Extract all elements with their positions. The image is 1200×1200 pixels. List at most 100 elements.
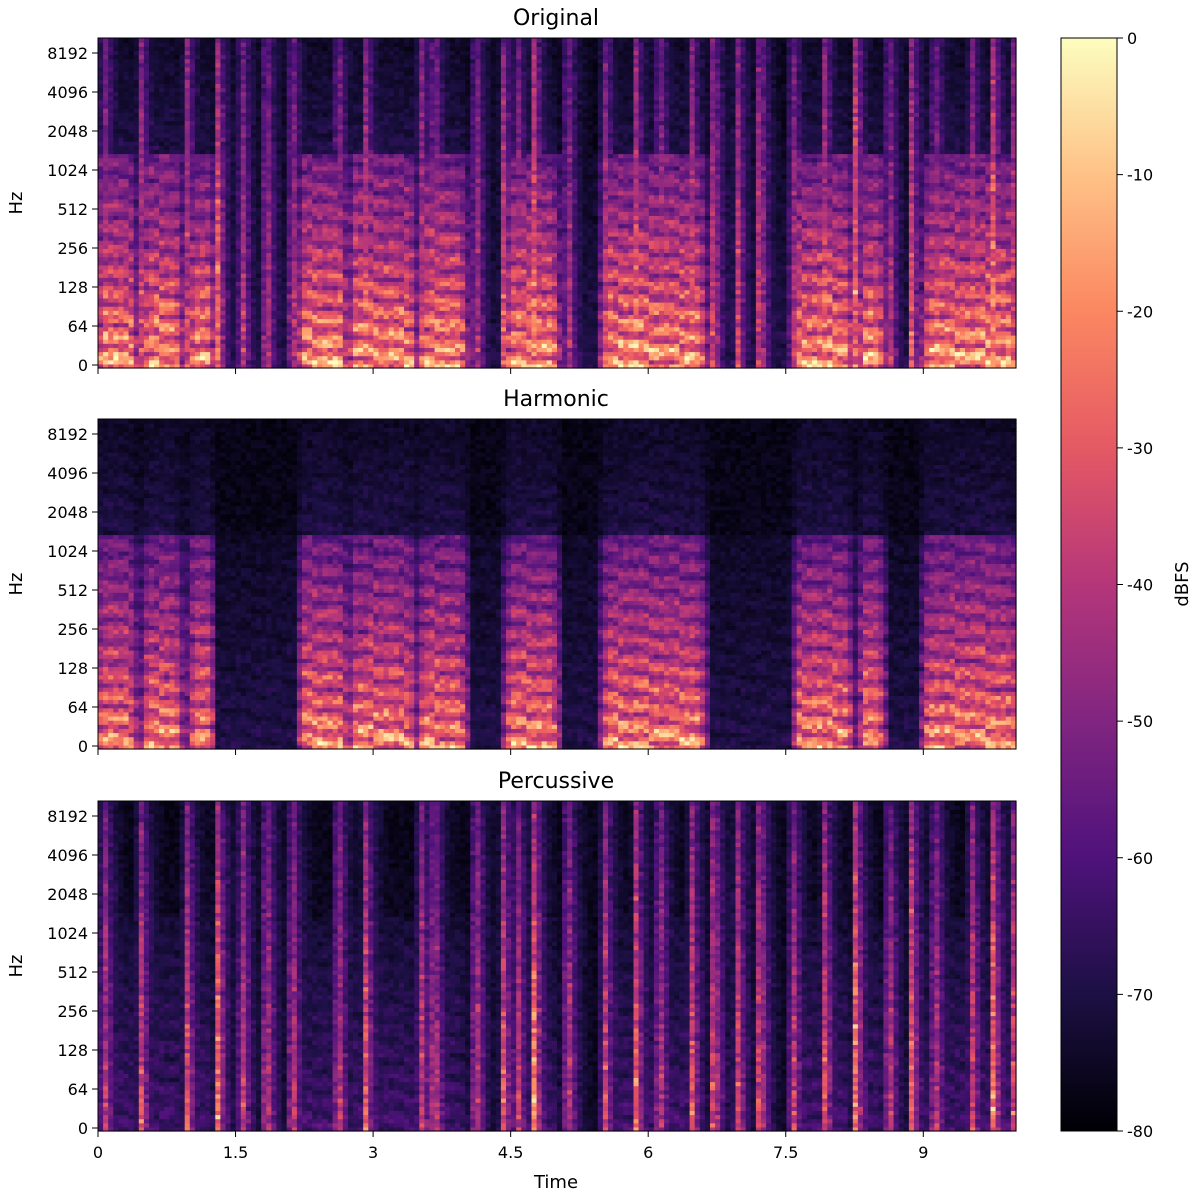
heatmap-cell	[281, 116, 288, 122]
heatmap-cell	[317, 190, 323, 196]
heatmap-cell	[307, 330, 313, 336]
heatmap-cell	[271, 141, 278, 146]
heatmap-cell	[174, 46, 181, 51]
heatmap-cell	[205, 203, 211, 208]
heatmap-cell	[220, 289, 227, 295]
heatmap-cell	[113, 347, 119, 353]
heatmap-cell	[378, 157, 385, 163]
heatmap-cell	[286, 157, 293, 163]
heatmap-cell	[342, 318, 349, 324]
heatmap-cell	[200, 302, 206, 307]
heatmap-cell	[388, 322, 395, 328]
heatmap-cell	[235, 318, 242, 324]
heatmap-cell	[164, 62, 170, 68]
heatmap-cell	[98, 363, 104, 369]
heatmap-cell	[327, 112, 334, 117]
heatmap-cell	[347, 153, 354, 159]
heatmap-cell	[261, 161, 267, 167]
heatmap-cell	[363, 62, 369, 68]
heatmap-cell	[225, 314, 232, 320]
heatmap-cell	[138, 104, 145, 109]
heatmap-cell	[169, 343, 176, 348]
heatmap-cell	[235, 145, 242, 150]
heatmap-cell	[179, 293, 186, 299]
heatmap-cell	[281, 302, 288, 307]
heatmap-cell	[103, 124, 109, 130]
heatmap-cell	[393, 297, 400, 303]
heatmap-cell	[123, 207, 130, 212]
heatmap-cell	[266, 322, 272, 328]
heatmap-cell	[291, 71, 298, 76]
heatmap-cell	[215, 120, 221, 126]
heatmap-cell	[149, 252, 155, 258]
heatmap-cell	[205, 219, 211, 225]
heatmap-cell	[174, 174, 181, 179]
heatmap-cell	[138, 240, 145, 245]
heatmap-cell	[154, 190, 160, 196]
heatmap-cell	[169, 83, 176, 89]
heatmap-cell	[393, 203, 400, 208]
heatmap-cell	[205, 306, 211, 311]
heatmap-cell	[230, 240, 237, 245]
heatmap-cell	[353, 223, 359, 229]
heatmap-cell	[164, 256, 170, 262]
heatmap-cell	[373, 285, 380, 291]
heatmap-cell	[291, 289, 298, 295]
heatmap-cell	[123, 260, 130, 266]
heatmap-cell	[261, 46, 267, 51]
heatmap-cell	[240, 194, 247, 200]
heatmap-cell	[200, 330, 206, 336]
heatmap-cell	[378, 339, 385, 344]
heatmap-cell	[393, 273, 400, 278]
heatmap-cell	[200, 223, 206, 229]
heatmap-cell	[179, 124, 186, 130]
heatmap-cell	[261, 104, 267, 109]
heatmap-cell	[98, 137, 104, 142]
heatmap-cell	[332, 355, 339, 361]
heatmap-cell	[210, 38, 216, 43]
heatmap-cell	[108, 198, 114, 204]
heatmap-cell	[276, 240, 283, 245]
heatmap-cell	[149, 203, 155, 208]
heatmap-cell	[179, 83, 186, 89]
heatmap-cell	[194, 330, 201, 336]
heatmap-cell	[322, 335, 329, 340]
heatmap-cell	[373, 132, 380, 138]
heatmap-cell	[398, 198, 405, 204]
heatmap-cell	[174, 153, 181, 159]
heatmap-cell	[220, 248, 227, 254]
heatmap-cell	[337, 104, 344, 109]
heatmap-cell	[230, 153, 237, 159]
heatmap-cell	[113, 285, 119, 291]
heatmap-cell	[235, 347, 242, 353]
heatmap-cell	[210, 66, 216, 72]
heatmap-cell	[271, 363, 278, 369]
heatmap-cell	[174, 339, 181, 344]
heatmap-cell	[378, 335, 385, 340]
heatmap-cell	[98, 240, 104, 245]
heatmap-cell	[317, 174, 323, 179]
heatmap-cell	[266, 198, 272, 204]
heatmap-cell	[113, 124, 119, 130]
heatmap-cell	[235, 170, 242, 175]
heatmap-cell	[159, 211, 165, 216]
heatmap-cell	[317, 355, 323, 361]
heatmap-cell	[307, 116, 313, 122]
heatmap-cell	[302, 75, 308, 80]
heatmap-cell	[388, 339, 395, 344]
heatmap-cell	[332, 62, 339, 68]
heatmap-cell	[404, 50, 410, 56]
heatmap-cell	[230, 302, 237, 307]
heatmap-cell	[133, 75, 140, 80]
heatmap-cell	[189, 75, 196, 80]
heatmap-cell	[200, 42, 206, 47]
heatmap-cell	[312, 124, 318, 130]
heatmap-cell	[261, 145, 267, 150]
heatmap-cell	[276, 207, 283, 212]
heatmap-cell	[353, 50, 359, 56]
heatmap-cell	[358, 38, 364, 43]
heatmap-cell	[118, 326, 125, 332]
heatmap-cell	[271, 293, 278, 299]
heatmap-cell	[184, 66, 191, 72]
heatmap-cell	[220, 124, 227, 130]
